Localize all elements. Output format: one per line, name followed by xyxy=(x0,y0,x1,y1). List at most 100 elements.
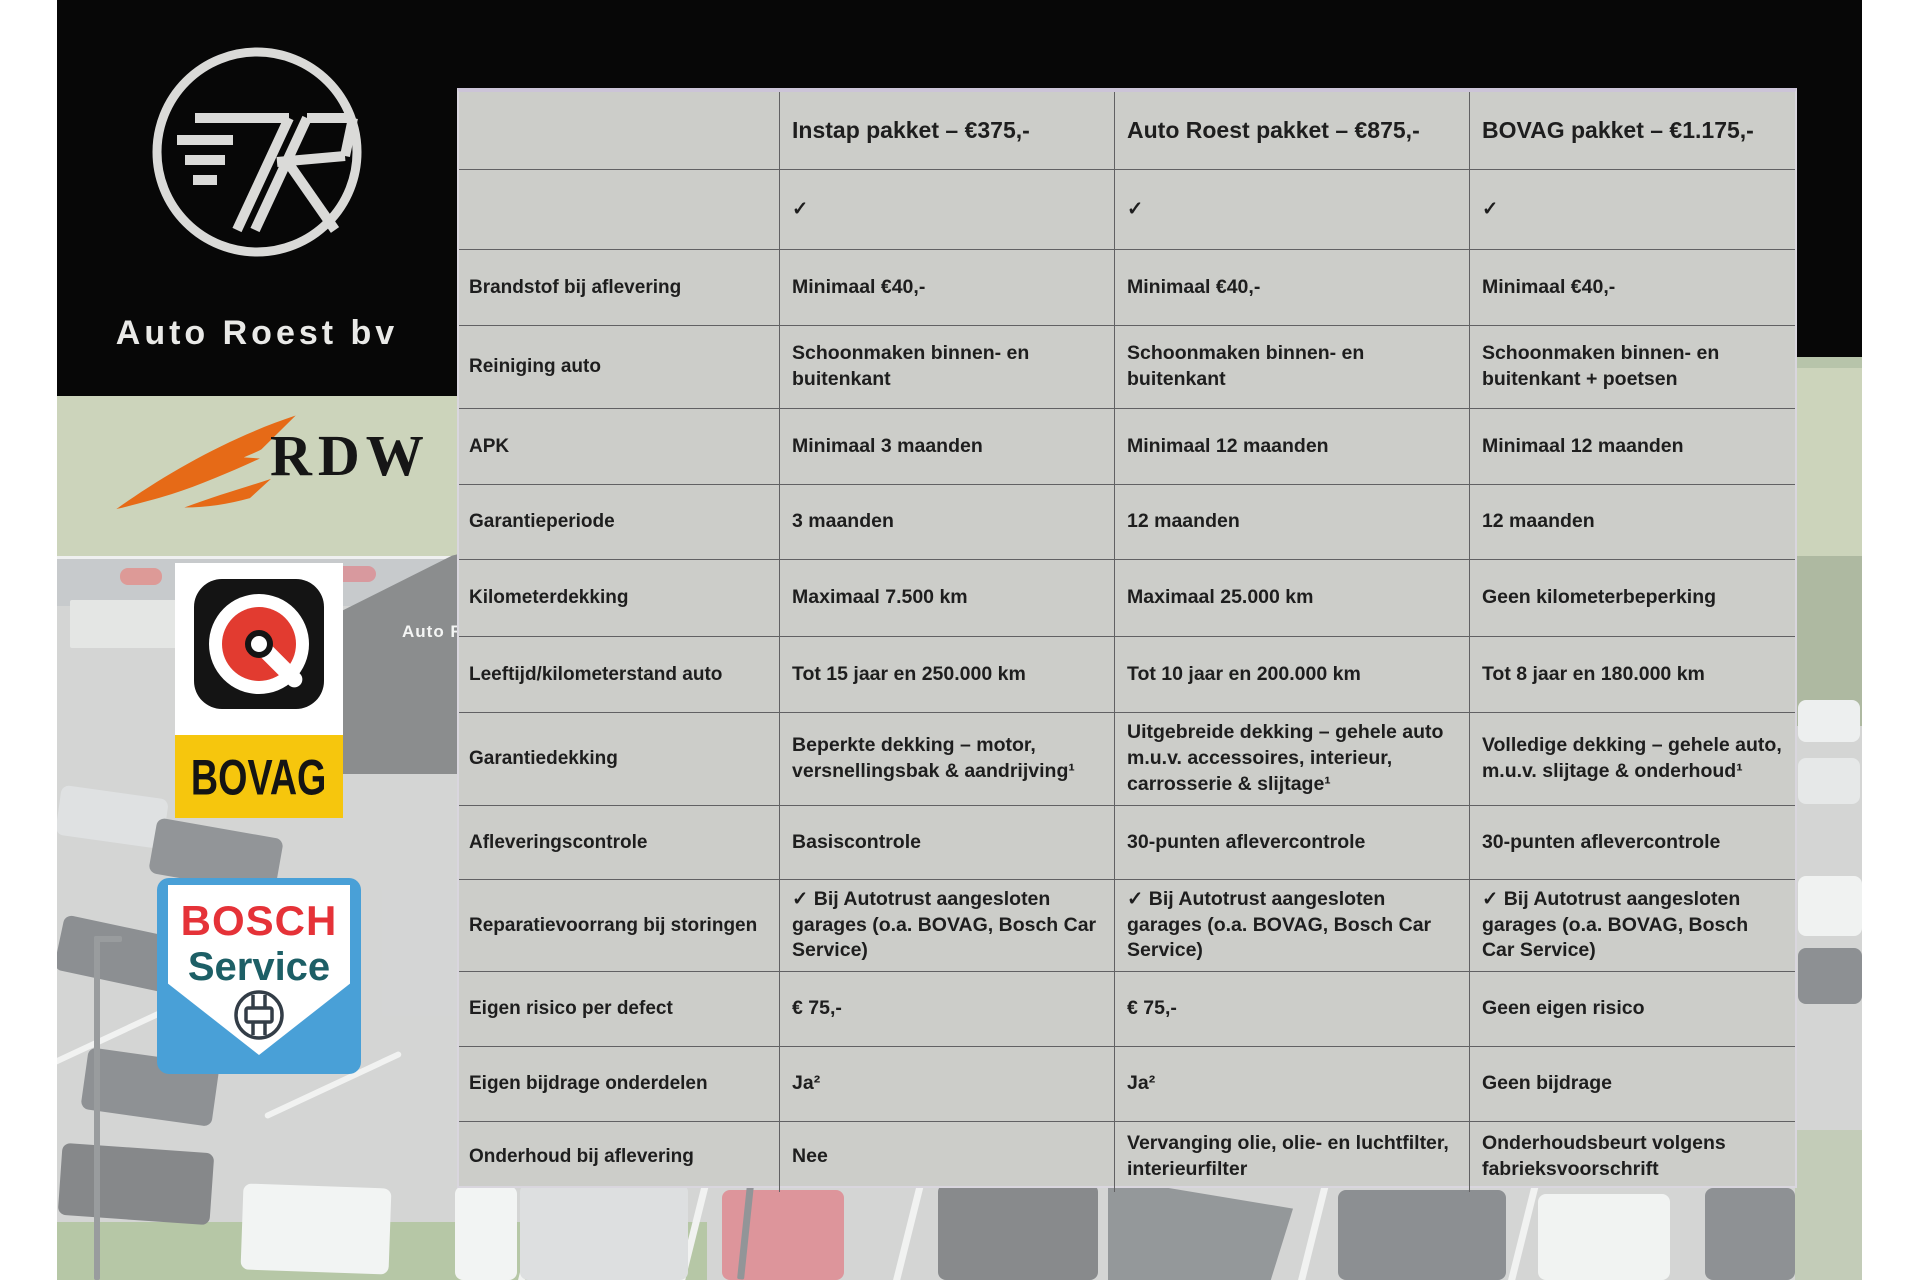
value-cell: ✓ Bij Autotrust aangesloten garages (o.a… xyxy=(1468,879,1795,971)
photo-car xyxy=(938,1184,1098,1280)
table-row: APK Minimaal 3 maanden Minimaal 12 maanden… xyxy=(459,408,1795,484)
rdw-wordmark: RDW xyxy=(270,423,430,488)
auto-roest-logo: Auto Roest bv xyxy=(57,0,457,396)
table-row: Eigen risico per defect € 75,- € 75,- Geen … xyxy=(459,971,1795,1046)
value-cell: ✓ Bij Autotrust aangesloten garages (o.a… xyxy=(1114,879,1469,971)
photo-lamppost xyxy=(94,936,100,1280)
package-comparison-table: Instap pakket – €375,- Auto Roest pakket … xyxy=(457,88,1797,1192)
value-cell: Minimaal 3 maanden xyxy=(779,408,1115,484)
value-cell: Tot 10 jaar en 200.000 km xyxy=(1114,636,1469,712)
value-cell: 30-punten aflevercontrole xyxy=(1468,805,1795,879)
value-cell: Minimaal 12 maanden xyxy=(1114,408,1469,484)
bosch-service-word: Service xyxy=(187,945,331,989)
value-cell: 30-punten aflevercontrole xyxy=(1114,805,1469,879)
value-cell: Minimaal 12 maanden xyxy=(1468,408,1795,484)
value-cell: 3 maanden xyxy=(779,484,1115,559)
photo-lamppost-arm xyxy=(94,936,122,942)
value-cell: Geen bijdrage xyxy=(1468,1046,1795,1121)
value-cell: Schoonmaken binnen- en buitenkant xyxy=(779,325,1115,408)
bovag-record-icon xyxy=(194,579,324,709)
package-column-header: Auto Roest pakket – €875,- xyxy=(1114,92,1469,169)
table-row: Onderhoud bij aflevering Nee Vervanging ol… xyxy=(459,1121,1795,1192)
value-cell: ✓ Bij Autotrust aangesloten garages (o.a… xyxy=(779,879,1115,971)
photo-car xyxy=(1538,1194,1670,1280)
photo-car xyxy=(1798,948,1862,1004)
value-cell: Schoonmaken binnen- en buitenkant + poet… xyxy=(1468,325,1795,408)
value-cell: Minimaal €40,- xyxy=(1468,249,1795,325)
value-cell: Ja² xyxy=(779,1046,1115,1121)
row-label-cell: Onderhoud bij aflevering xyxy=(459,1121,780,1192)
photo-car xyxy=(57,1142,215,1226)
bovag-yellow-band: BOVAG xyxy=(175,735,343,818)
value-cell: Geen eigen risico xyxy=(1468,971,1795,1046)
bovag-wordmark: BOVAG xyxy=(191,748,327,805)
package-column-header: BOVAG pakket – €1.175,- xyxy=(1468,92,1795,169)
row-label-cell xyxy=(459,169,780,249)
bovag-logo: BOVAG xyxy=(175,563,343,818)
table-row: Reiniging auto Schoonmaken binnen- en bui… xyxy=(459,325,1795,408)
value-cell: Vervanging olie, olie- en luchtfilter, i… xyxy=(1114,1121,1469,1192)
value-cell: Minimaal €40,- xyxy=(1114,249,1469,325)
value-cell: € 75,- xyxy=(1114,971,1469,1046)
value-cell: Beperkte dekking – motor, versnellingsba… xyxy=(779,712,1115,805)
row-label-cell: Reiniging auto xyxy=(459,325,780,408)
value-cell: Schoonmaken binnen- en buitenkant xyxy=(1114,325,1469,408)
row-label-cell: Garantieperiode xyxy=(459,484,780,559)
company-name: Auto Roest bv xyxy=(115,314,399,352)
value-cell: Volledige dekking – gehele auto, m.u.v. … xyxy=(1468,712,1795,805)
photo-car xyxy=(1798,758,1860,804)
photo-car xyxy=(1338,1190,1506,1280)
bosch-shield: BOSCH Service xyxy=(168,885,350,1055)
value-cell: Basiscontrole xyxy=(779,805,1115,879)
row-label-cell: APK xyxy=(459,408,780,484)
row-label-cell: Afleveringscontrole xyxy=(459,805,780,879)
value-cell: Minimaal €40,- xyxy=(779,249,1115,325)
value-cell: Uitgebreide dekking – gehele auto m.u.v.… xyxy=(1114,712,1469,805)
photo-car xyxy=(240,1183,392,1275)
value-cell: ✓ xyxy=(779,169,1115,249)
photo-car xyxy=(1705,1188,1795,1280)
auto-roest-7r-icon xyxy=(152,47,362,257)
package-column-header: Instap pakket – €375,- xyxy=(779,92,1114,169)
row-label-cell: Brandstof bij aflevering xyxy=(459,249,780,325)
table-row: Garantieperiode 3 maanden 12 maanden 12 maa… xyxy=(459,484,1795,559)
row-label-cell: Leeftijd/kilometerstand auto xyxy=(459,636,780,712)
row-label-cell: Eigen risico per defect xyxy=(459,971,780,1046)
value-cell: Ja² xyxy=(1114,1046,1469,1121)
bosch-service-logo: BOSCH Service xyxy=(157,878,361,1074)
photo-car xyxy=(455,1186,517,1280)
rdw-logo: RDW xyxy=(112,412,424,512)
value-cell: Onderhoudsbeurt volgens fabrieksvoorschr… xyxy=(1468,1121,1795,1192)
photo-trees xyxy=(1795,556,1862,726)
table-row: Reparatievoorrang bij storingen ✓ Bij Aut… xyxy=(459,879,1795,971)
value-cell: ✓ xyxy=(1114,169,1469,249)
right-margin-strip xyxy=(1862,0,1920,1280)
row-label-cell: Garantiedekking xyxy=(459,712,780,805)
photo-car xyxy=(120,568,162,585)
rdw-wing-icon xyxy=(116,415,296,510)
table-corner-cell xyxy=(459,92,779,169)
value-cell: Maximaal 7.500 km xyxy=(779,559,1115,636)
value-cell: Tot 8 jaar en 180.000 km xyxy=(1468,636,1795,712)
table-header-row: Instap pakket – €375,- Auto Roest pakket … xyxy=(459,92,1795,169)
table-row: Brandstof bij aflevering Minimaal €40,- Mi… xyxy=(459,249,1795,325)
value-cell: € 75,- xyxy=(779,971,1115,1046)
photo-car xyxy=(1798,876,1862,936)
table-row: Kilometerdekking Maximaal 7.500 km Maximaa… xyxy=(459,559,1795,636)
value-cell: ✓ xyxy=(1468,169,1795,249)
table-row: Leeftijd/kilometerstand auto Tot 15 jaar … xyxy=(459,636,1795,712)
row-label-cell: Reparatievoorrang bij storingen xyxy=(459,879,780,971)
value-cell: 12 maanden xyxy=(1114,484,1469,559)
table-row: ✓ ✓ ✓ xyxy=(459,169,1795,249)
value-cell: Geen kilometerbeperking xyxy=(1468,559,1795,636)
photo-car xyxy=(520,1184,688,1280)
value-cell: 12 maanden xyxy=(1468,484,1795,559)
value-cell: Tot 15 jaar en 250.000 km xyxy=(779,636,1115,712)
building-sign-text: Auto Ro xyxy=(402,622,476,641)
photo-car xyxy=(1798,700,1860,742)
photo-grass xyxy=(1795,1130,1862,1280)
value-cell: Maximaal 25.000 km xyxy=(1114,559,1469,636)
bosch-wordmark: BOSCH xyxy=(180,897,338,944)
row-label-cell: Kilometerdekking xyxy=(459,559,780,636)
